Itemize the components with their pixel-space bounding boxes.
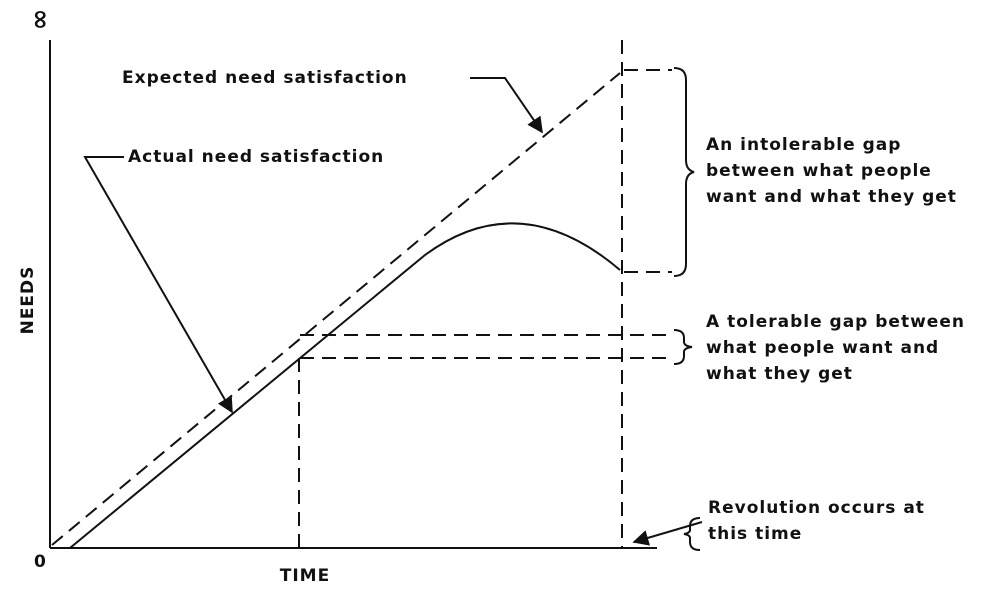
arrow [470, 77, 543, 134]
axes [49, 40, 657, 549]
y-axis-label: NEEDS [18, 266, 38, 335]
origin-label: 0 [34, 552, 47, 572]
actual-curve [69, 222, 621, 549]
x-axis-label: TIME [280, 566, 330, 585]
expected-label: Expected need satisfaction [122, 68, 408, 88]
annotation-line: between what people [706, 161, 932, 181]
annotation-line: A tolerable gap between [706, 312, 965, 332]
brace [673, 329, 693, 365]
annotation-line: what they get [706, 364, 853, 384]
annotation-line: An intolerable gap [706, 135, 901, 155]
expected-line [51, 72, 621, 546]
annotation-line: want and what they get [706, 187, 957, 207]
brace [673, 67, 695, 277]
annotations: An intolerable gap between what people wan… [706, 135, 965, 544]
arrow [632, 521, 703, 546]
actual-label: Actual need satisfaction [128, 147, 384, 167]
arrow [83, 156, 233, 414]
annotation-line: this time [708, 524, 802, 544]
annotation-line: Revolution occurs at [708, 498, 925, 518]
infinity-label: ∞ [26, 9, 56, 32]
annotation-line: what people want and [706, 338, 939, 358]
brace [683, 517, 701, 551]
